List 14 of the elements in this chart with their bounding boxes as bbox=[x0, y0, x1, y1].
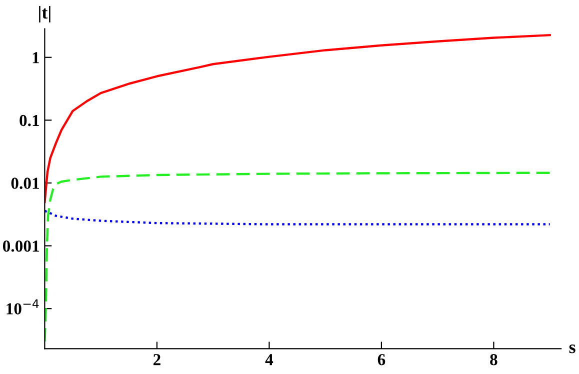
line-series bbox=[44, 34, 551, 203]
y-tick-label: 10$^{−4}$ bbox=[6, 299, 39, 314]
x-tick-label: 4 bbox=[265, 354, 274, 366]
y-tick-label: 0.001 bbox=[2, 240, 39, 252]
y-tick-label: 0.01 bbox=[11, 178, 39, 189]
x-tick-label: 2 bbox=[153, 354, 160, 366]
x-axis-title: s bbox=[569, 344, 576, 354]
x-tick-label: 8 bbox=[490, 354, 498, 366]
x-tick-label: 6 bbox=[378, 354, 386, 366]
line-series bbox=[44, 172, 551, 343]
y-tick-label: 1 bbox=[32, 52, 39, 64]
y-axis-title: |t| bbox=[39, 6, 50, 22]
line-series bbox=[44, 210, 551, 226]
y-tick-label: 0.1 bbox=[20, 114, 39, 126]
